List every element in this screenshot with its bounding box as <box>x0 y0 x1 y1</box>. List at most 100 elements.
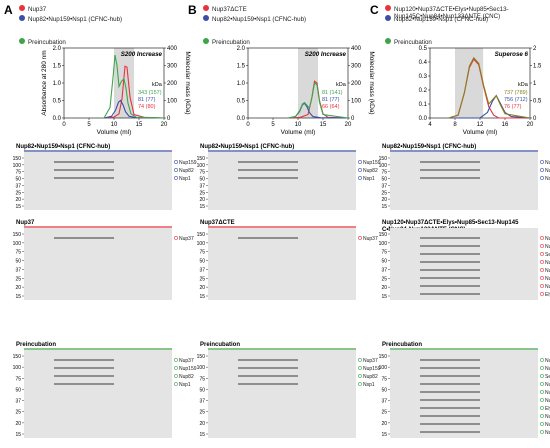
band-pointer <box>358 176 362 180</box>
marker-label: 150 <box>13 232 22 238</box>
band-label: Nup82 <box>179 168 194 174</box>
band-label: Nup37 <box>363 236 378 242</box>
series-line-2 <box>287 82 349 119</box>
gel-band <box>420 359 480 361</box>
marker-label: 37 <box>199 267 205 273</box>
marker-label: 100 <box>379 365 388 371</box>
x-axis-label: Volume (ml) <box>97 129 132 136</box>
legend-label: Preincubation <box>394 39 432 46</box>
marker-label: 150 <box>379 354 388 360</box>
column-title: S200 Increase <box>305 51 347 58</box>
series-line-1 <box>103 99 165 119</box>
band-pointer <box>540 244 544 248</box>
y2-tick-label: 300 <box>167 64 178 70</box>
x-axis-label: Volume (ml) <box>463 129 498 136</box>
gel-title: Nup82•Nup159•Nsp1 (CFNC-hub) <box>200 144 294 150</box>
band-pointer <box>174 366 178 370</box>
marker-label: 37 <box>381 399 387 405</box>
x-tick-label: 10 <box>295 122 302 128</box>
y-tick-label: 1.5 <box>53 64 62 70</box>
marker-label: 100 <box>197 241 206 247</box>
band-pointer <box>358 160 362 164</box>
marker-label: 100 <box>13 163 22 169</box>
marker-label: 15 <box>381 204 387 210</box>
marker-label: 37 <box>381 183 387 189</box>
y2-tick-label: 1 <box>533 81 537 87</box>
y-tick-label: 2.0 <box>53 46 62 52</box>
mw-head: kDa <box>336 82 347 88</box>
band-pointer <box>540 260 544 264</box>
gel-band <box>54 237 114 239</box>
gel-title: Preincubation <box>16 342 56 348</box>
marker-label: 50 <box>381 177 387 183</box>
marker-label: 50 <box>381 259 387 265</box>
gel-band <box>238 161 298 163</box>
gel-band <box>238 359 298 361</box>
panel-letter: A <box>4 3 13 17</box>
marker-label: 50 <box>15 387 21 393</box>
legend-marker <box>19 5 25 11</box>
band-pointer <box>174 382 178 386</box>
marker-label: 15 <box>15 204 21 210</box>
marker-label: 25 <box>381 190 387 196</box>
band-label: Nup145C* <box>545 382 550 388</box>
marker-label: 150 <box>197 354 206 360</box>
band-label: Nup159 <box>363 160 381 166</box>
marker-label: 37 <box>199 399 205 405</box>
column-title: S200 Increase <box>121 51 163 58</box>
band-label: Nup82 <box>179 374 194 380</box>
band-pointer <box>540 176 544 180</box>
gel-band <box>420 253 480 255</box>
band-label: Nup84 <box>545 268 550 274</box>
marker-label: 20 <box>381 197 387 203</box>
band-label: Nup82 <box>363 168 378 174</box>
band-label: Nup82 <box>545 422 550 428</box>
x-tick-label: 15 <box>136 122 143 128</box>
gel-band <box>54 359 114 361</box>
gel-band <box>420 261 480 263</box>
band-label: Nsp1 <box>363 176 375 182</box>
marker-label: 20 <box>15 285 21 291</box>
gel-band <box>54 375 114 377</box>
y-tick-label: 0.2 <box>419 88 428 94</box>
x-tick-label: 0 <box>62 122 66 128</box>
gel-background <box>390 152 538 210</box>
marker-label: 100 <box>379 241 388 247</box>
band-label: Nup37 <box>545 284 550 290</box>
x-tick-label: 5 <box>271 122 275 128</box>
band-pointer <box>174 176 178 180</box>
marker-label: 25 <box>199 276 205 282</box>
band-label: Elys <box>545 406 550 412</box>
fraction-range-shade <box>298 48 318 118</box>
gel-title: Nup37ΔCTE <box>200 220 235 226</box>
marker-label: 50 <box>381 387 387 393</box>
gel-background <box>208 350 356 438</box>
gel-band <box>420 269 480 271</box>
y-tick-label: 0.0 <box>237 116 246 122</box>
legend-label-cont: Nup145C•Nup84•Nup133ΔNTE (CNC) <box>394 13 500 20</box>
band-pointer <box>174 236 178 240</box>
column-title: Superose 6 <box>495 51 529 58</box>
marker-label: 100 <box>13 365 22 371</box>
marker-label: 37 <box>15 267 21 273</box>
gel-background <box>24 152 172 210</box>
gel-band <box>420 245 480 247</box>
y-tick-label: 0.5 <box>419 46 428 52</box>
marker-label: 20 <box>15 197 21 203</box>
band-label: Nsp1 <box>363 382 375 388</box>
marker-label: 75 <box>381 170 387 176</box>
y2-tick-label: 100 <box>167 99 178 105</box>
legend-label: Preincubation <box>212 39 250 46</box>
marker-label: 75 <box>199 376 205 382</box>
y-tick-label: 2.0 <box>237 46 246 52</box>
band-pointer <box>540 284 544 288</box>
mw-head: kDa <box>518 82 529 88</box>
mw-value: 81 (77) <box>138 97 156 103</box>
marker-label: 150 <box>13 354 22 360</box>
legend-marker <box>203 5 209 11</box>
y-tick-label: 0.5 <box>53 99 62 105</box>
marker-label: 20 <box>15 421 21 427</box>
y2-tick-label: 0 <box>351 116 355 122</box>
band-pointer <box>540 236 544 240</box>
